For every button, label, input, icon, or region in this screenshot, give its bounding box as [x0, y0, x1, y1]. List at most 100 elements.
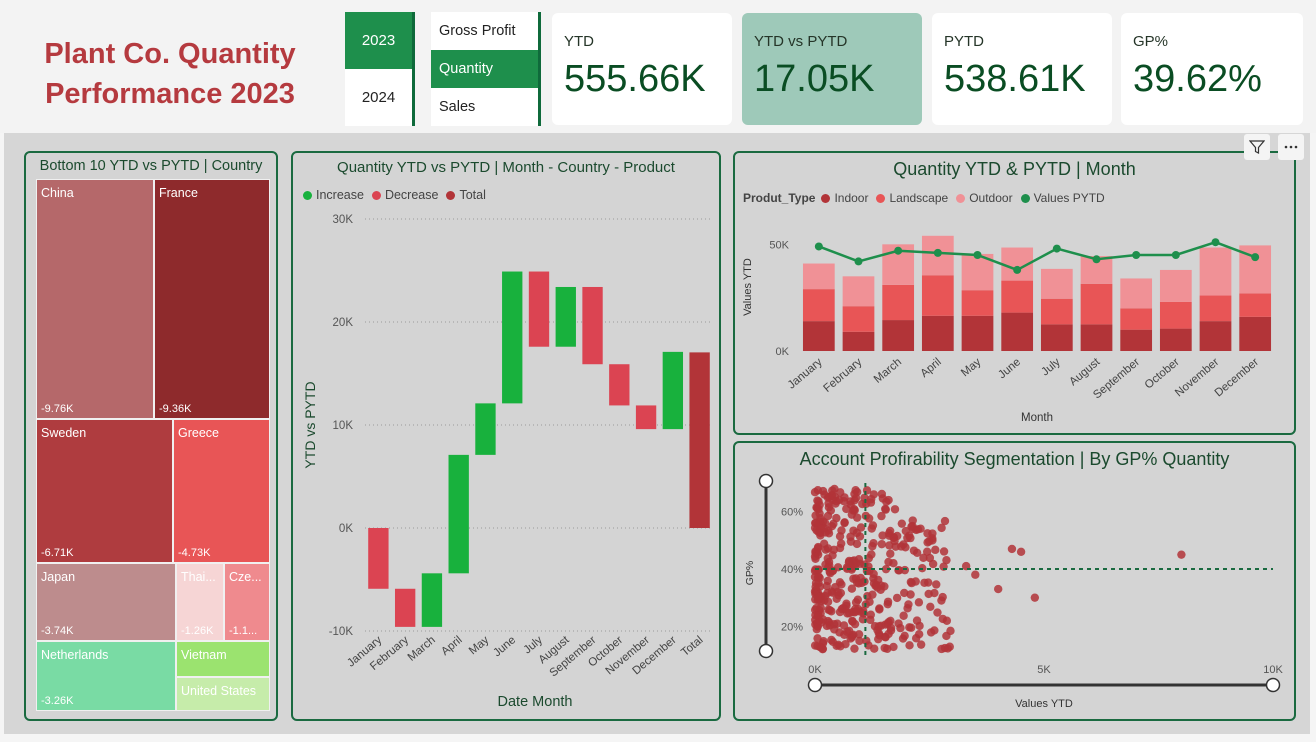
legend-increase-marker — [303, 190, 312, 200]
scatter-point — [820, 490, 829, 499]
stacked-bar-segment — [842, 306, 875, 332]
scatter-point — [864, 514, 874, 523]
scatter-point — [906, 623, 916, 632]
treemap-cell-china[interactable]: China -9.76K — [36, 179, 154, 419]
scatter-point — [812, 625, 821, 634]
treemap-cell-label: Vietnam — [181, 648, 227, 662]
measure-button-quantity[interactable]: Quantity — [431, 50, 538, 88]
scatter-chart[interactable]: 60% 40% 20% 0K 5K 10K GP% Values YTD — [735, 443, 1294, 719]
scatter-point — [897, 519, 907, 528]
scatter-point — [836, 642, 845, 651]
treemap-cell-greece[interactable]: Greece -4.73K — [173, 419, 270, 563]
y-range-slider-handle[interactable] — [758, 473, 774, 489]
scatter-point — [867, 524, 876, 533]
x-tick-label: June — [996, 356, 1023, 381]
treemap-cell-vietnam[interactable]: Vietnam — [176, 641, 270, 677]
scatter-point — [1007, 544, 1017, 554]
scatter-point — [906, 590, 915, 599]
stacked-bar-segment — [1120, 329, 1153, 351]
kpi-card-gp-percent: GP% 39.62% — [1121, 13, 1303, 125]
y-tick-label: 0K — [339, 523, 353, 535]
treemap-cell-netherlands[interactable]: Netherlands -3.26K — [36, 641, 176, 711]
scatter-point — [815, 642, 825, 652]
treemap-cell-sweden[interactable]: Sweden -6.71K — [36, 419, 173, 563]
measure-button-gross-profit[interactable]: Gross Profit — [439, 23, 516, 39]
legend-indoor-label: Indoor — [834, 191, 869, 205]
scatter-point — [881, 504, 890, 514]
scatter-point — [847, 584, 857, 593]
scatter-point — [852, 528, 862, 538]
y-range-slider-handle[interactable] — [758, 643, 774, 659]
treemap-cell-label: United States — [181, 684, 257, 698]
scatter-point — [837, 580, 846, 589]
x-tick-label: Total — [679, 634, 705, 659]
stacked-bar-segment — [1120, 308, 1153, 330]
measure-slicer: Gross Profit Quantity Sales — [431, 12, 541, 126]
header-bar: Plant Co. Quantity Performance 2023 2023… — [0, 0, 1316, 133]
y-tick-label: 20% — [781, 621, 803, 633]
waterfall-bar — [448, 454, 469, 574]
treemap-cell-value: -4.73K — [178, 547, 211, 559]
scatter-point — [905, 641, 914, 650]
scatter-point — [930, 588, 939, 598]
scatter-point — [810, 552, 820, 561]
scatter-point — [820, 591, 830, 601]
scatter-point — [813, 573, 823, 582]
legend-landscape-label: Landscape — [889, 191, 949, 205]
x-tick-label: 10K — [1263, 664, 1283, 676]
scatter-point — [886, 626, 896, 635]
x-range-slider-handle[interactable] — [807, 677, 823, 693]
scatter-point — [919, 553, 928, 563]
x-tick-label: March — [872, 356, 904, 386]
scatter-point — [994, 584, 1003, 594]
scatter-point — [835, 532, 845, 541]
treemap-cell-label: Sweden — [41, 426, 87, 440]
treemap-cell-czechia[interactable]: Cze... -1.1... — [224, 563, 270, 641]
waterfall-panel: Quantity YTD vs PYTD | Month - Country -… — [291, 151, 721, 721]
treemap-cell-united-states[interactable]: United States — [176, 677, 270, 711]
treemap-cell-japan[interactable]: Japan -3.74K — [36, 563, 176, 641]
treemap-cell-label: Cze... — [229, 570, 262, 584]
scatter-point — [922, 547, 932, 556]
scatter-point — [814, 504, 823, 514]
more-options-icon[interactable] — [1278, 134, 1304, 160]
scatter-point — [866, 615, 875, 625]
scatter-point — [878, 494, 888, 503]
stacked-bar-segment — [1080, 324, 1113, 351]
scatter-point — [851, 598, 861, 607]
year-button-2024[interactable]: 2024 — [361, 89, 396, 106]
report-canvas: Bottom 10 YTD vs PYTD | Country China -9… — [4, 133, 1310, 734]
scatter-point — [811, 511, 820, 520]
treemap-cell-france[interactable]: France -9.36K — [154, 179, 270, 419]
treemap-cell-label: China — [41, 186, 74, 200]
x-axis-title: Values YTD — [1015, 698, 1073, 710]
treemap-cell-thailand[interactable]: Thai... -1.26K — [176, 563, 224, 641]
pytd-point — [854, 257, 863, 266]
scatter-point — [854, 630, 864, 639]
stacked-bar-segment — [1239, 293, 1272, 317]
stacked-bar-segment — [1239, 316, 1272, 351]
scatter-point — [886, 549, 895, 558]
scatter-point — [933, 608, 942, 617]
pytd-point — [933, 248, 942, 257]
filter-icon[interactable] — [1244, 134, 1270, 160]
scatter-point — [900, 631, 909, 641]
measure-button-sales[interactable]: Sales — [439, 99, 476, 115]
scatter-point — [931, 545, 940, 555]
scatter-point — [836, 539, 846, 548]
year-button-2023[interactable]: 2023 — [345, 12, 412, 69]
scatter-point — [823, 576, 832, 586]
scatter-point — [868, 590, 877, 599]
scatter-point — [932, 580, 941, 589]
stacked-bar-segment — [961, 290, 994, 316]
pytd-point — [973, 251, 982, 259]
stacked-bar-segment — [882, 320, 915, 351]
kpi-label: YTD vs PYTD — [754, 33, 848, 50]
x-range-slider-handle[interactable] — [1265, 677, 1281, 693]
scatter-point — [926, 602, 935, 612]
kpi-value: 17.05K — [754, 58, 875, 100]
y-axis-title: GP% — [744, 561, 756, 586]
stacked-bar-segment — [1040, 298, 1073, 325]
